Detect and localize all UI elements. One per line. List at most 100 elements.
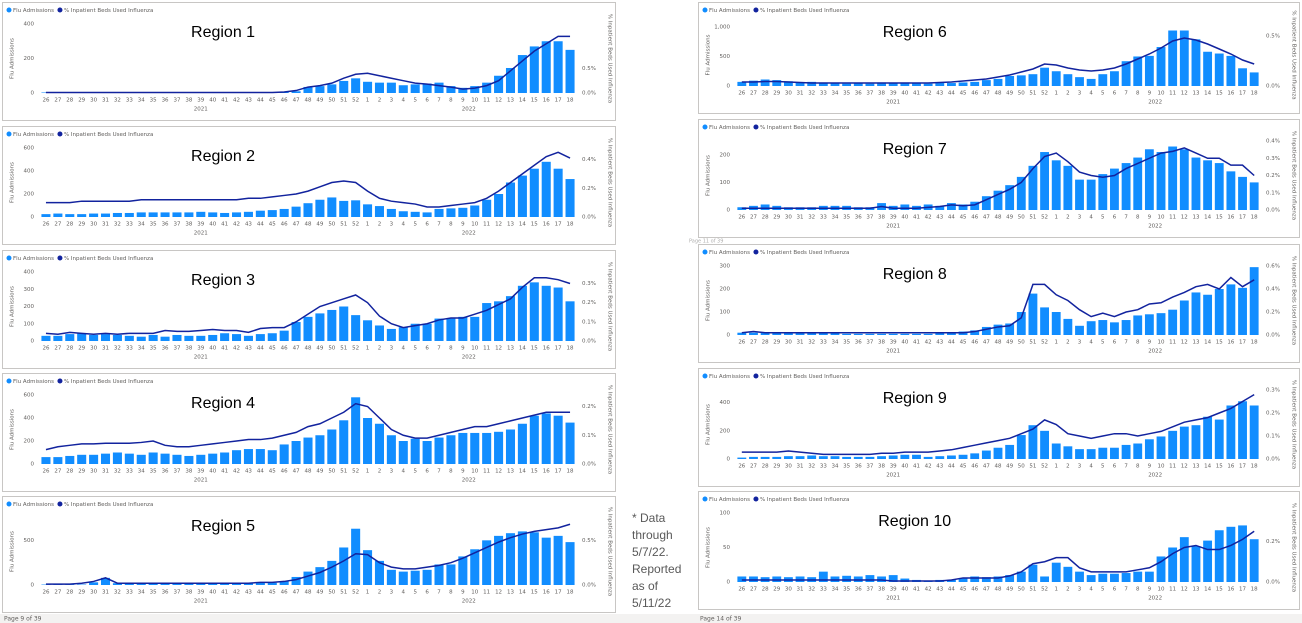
x-tick-label: 26 — [738, 340, 745, 346]
bar — [100, 334, 111, 341]
x-tick-label: 31 — [797, 91, 804, 97]
bar — [148, 334, 158, 341]
chart-title: Region 7 — [883, 141, 947, 158]
x-tick-label: 49 — [316, 222, 323, 228]
legend-entry: % Inpatient Beds Used Influenza — [64, 256, 153, 262]
x-tick-label: 52 — [1041, 215, 1048, 221]
bar — [1110, 168, 1119, 210]
bar — [565, 49, 575, 93]
x-tick-label: 31 — [102, 590, 109, 596]
y-tick-label: 0 — [727, 208, 731, 214]
bar — [172, 212, 182, 217]
x-tick-label: 16 — [543, 590, 550, 596]
x-tick-label: 37 — [866, 340, 873, 346]
bar — [795, 456, 805, 459]
y-tick-label: 0 — [727, 84, 731, 90]
x-tick-label: 34 — [138, 222, 145, 228]
bar — [1075, 325, 1084, 335]
y-tick-label: 400 — [24, 416, 35, 422]
bar — [505, 67, 516, 93]
x-tick-label: 13 — [507, 590, 514, 596]
bar — [1051, 562, 1061, 582]
bar — [517, 55, 527, 93]
legend-marker — [57, 7, 63, 13]
x-tick-label: 45 — [269, 98, 276, 104]
bar — [446, 208, 456, 217]
y-tick-label: 200 — [720, 428, 731, 434]
bar — [1110, 447, 1119, 459]
chart: Flu Admissions % Inpatient Beds Used Infl… — [698, 368, 1300, 487]
x-tick-label: 52 — [352, 222, 359, 228]
x-tick-label: 30 — [785, 91, 792, 97]
x-tick-label: 46 — [971, 464, 978, 470]
bar — [1098, 447, 1108, 459]
x-group-label: 2022 — [1148, 349, 1162, 355]
x-tick-label: 42 — [925, 340, 932, 346]
x-group-label: 2022 — [1148, 596, 1162, 602]
x-tick-label: 8 — [449, 469, 453, 475]
bar — [970, 81, 980, 86]
x-tick-label: 8 — [449, 346, 453, 352]
x-tick-label: 17 — [555, 346, 562, 352]
x-tick-label: 34 — [138, 98, 145, 104]
x-tick-label: 32 — [808, 587, 815, 593]
x-tick-label: 31 — [102, 222, 109, 228]
bar — [351, 315, 361, 341]
bar — [529, 415, 539, 464]
x-tick-label: 26 — [738, 464, 745, 470]
bar — [434, 318, 444, 341]
legend-entry: % Inpatient Beds Used Influenza — [64, 8, 153, 14]
bar — [410, 438, 420, 464]
x-tick-label: 37 — [866, 587, 873, 593]
bar — [160, 212, 170, 217]
x-tick-label: 51 — [340, 346, 347, 352]
x-tick-label: 14 — [1204, 340, 1211, 346]
bar — [1168, 430, 1178, 459]
bar — [1191, 292, 1201, 335]
x-tick-label: 29 — [773, 464, 780, 470]
x-tick-label: 52 — [352, 346, 359, 352]
x-tick-label: 40 — [209, 98, 216, 104]
bar — [279, 444, 289, 464]
x-tick-label: 35 — [150, 222, 157, 228]
y-tick-label: 0 — [31, 91, 35, 97]
x-tick-label: 40 — [209, 469, 216, 475]
y-tick-label: 300 — [24, 287, 35, 293]
bar — [363, 204, 373, 217]
x-tick-label: 4 — [402, 222, 406, 228]
x-tick-label: 35 — [843, 587, 850, 593]
x-tick-label: 33 — [820, 340, 827, 346]
x-tick-label: 28 — [66, 590, 73, 596]
bar — [327, 197, 337, 217]
x-tick-label: 26 — [738, 215, 745, 221]
x-tick-label: 30 — [785, 464, 792, 470]
x-tick-label: 4 — [1089, 340, 1093, 346]
x-tick-label: 7 — [437, 346, 441, 352]
x-tick-label: 52 — [1041, 587, 1048, 593]
x-tick-label: 6 — [1113, 215, 1117, 221]
bar — [422, 441, 432, 464]
x-group-label: 2021 — [886, 596, 900, 602]
x-tick-label: 12 — [1181, 464, 1188, 470]
x-tick-label: 48 — [995, 340, 1002, 346]
bar — [517, 285, 527, 341]
bar — [458, 556, 468, 585]
x-tick-label: 27 — [54, 590, 61, 596]
chart: Flu Admissions % Inpatient Beds Used Infl… — [2, 126, 616, 245]
bar — [291, 441, 301, 464]
x-tick-label: 33 — [126, 346, 133, 352]
x-tick-label: 3 — [390, 469, 394, 475]
legend-marker — [57, 378, 63, 384]
bar — [783, 456, 793, 459]
x-group-label: 2021 — [194, 231, 208, 237]
x-tick-label: 5 — [413, 98, 417, 104]
x-tick-label: 9 — [1148, 91, 1152, 97]
bar — [1156, 313, 1166, 335]
bar — [1214, 53, 1224, 86]
x-tick-label: 35 — [843, 340, 850, 346]
x-tick-label: 38 — [185, 346, 192, 352]
x-tick-label: 11 — [1169, 215, 1176, 221]
bar — [517, 531, 527, 585]
x-tick-label: 12 — [1181, 215, 1188, 221]
bar — [970, 576, 980, 582]
